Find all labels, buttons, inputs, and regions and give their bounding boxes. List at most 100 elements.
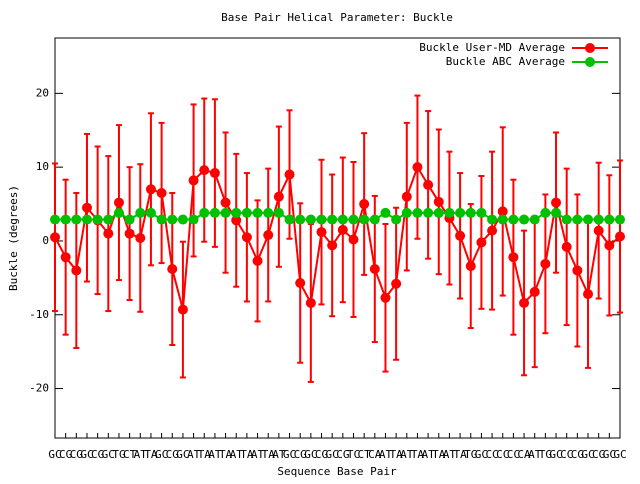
x-tick-label: TC (347, 448, 360, 461)
point (273, 207, 284, 218)
point (199, 207, 210, 218)
point (359, 214, 370, 225)
point (295, 214, 306, 225)
point (305, 297, 316, 308)
x-tick-label: AT (443, 448, 457, 461)
point (391, 278, 402, 289)
point (156, 214, 167, 225)
y-tick-label: 20 (36, 86, 49, 99)
point (604, 240, 615, 251)
point (380, 207, 391, 218)
point (92, 214, 103, 225)
point (177, 214, 188, 225)
chart-title: Base Pair Helical Parameter: Buckle (221, 11, 453, 24)
point (124, 214, 135, 225)
point (572, 265, 583, 276)
point (60, 252, 71, 263)
point (465, 207, 476, 218)
x-tick-label: CG (91, 448, 104, 461)
point (540, 258, 551, 269)
point (508, 214, 519, 225)
x-tick-label: GC (48, 448, 61, 461)
point (81, 202, 92, 213)
point (209, 168, 220, 179)
point (284, 214, 295, 225)
point (103, 228, 114, 239)
point (263, 230, 274, 241)
x-tick-label: TA (240, 448, 254, 461)
point (252, 207, 263, 218)
x-tick-label: TA (432, 448, 446, 461)
x-tick-label: CG (294, 448, 307, 461)
x-axis-label: Sequence Base Pair (277, 465, 397, 478)
point (305, 214, 316, 225)
x-tick-label: AT (208, 448, 222, 461)
point (423, 179, 434, 190)
point (476, 237, 487, 248)
point (135, 207, 146, 218)
x-tick-label: GC (549, 448, 562, 461)
point (220, 207, 231, 218)
point (401, 207, 412, 218)
point (401, 191, 412, 202)
x-tick-label: GC (326, 448, 339, 461)
x-tick-label: CC (560, 448, 573, 461)
point (177, 304, 188, 315)
x-tick-label: TA (198, 448, 212, 461)
point (593, 214, 604, 225)
point (327, 214, 338, 225)
point (508, 252, 519, 263)
point (583, 214, 594, 225)
point (50, 214, 60, 225)
point (412, 162, 423, 173)
x-tick-label: AT (379, 448, 393, 461)
x-tick-label: GC (283, 448, 296, 461)
x-tick-label: GC (613, 448, 626, 461)
x-tick-label: GC (581, 448, 594, 461)
point (369, 263, 380, 274)
point (487, 214, 498, 225)
y-tick-label: 10 (36, 160, 49, 173)
x-tick-label: CT (358, 448, 372, 461)
x-tick-label: GC (176, 448, 189, 461)
point (327, 240, 338, 251)
point (156, 187, 167, 198)
point (316, 227, 327, 238)
point (433, 207, 444, 218)
x-tick-label: AT (421, 448, 435, 461)
x-tick-label: CA (368, 448, 382, 461)
point (444, 207, 455, 218)
point (252, 255, 263, 266)
x-tick-label: TA (390, 448, 404, 461)
point (551, 207, 562, 218)
x-tick-label: GC (80, 448, 93, 461)
point (519, 297, 530, 308)
point (199, 165, 210, 176)
point (497, 206, 508, 217)
point (113, 207, 124, 218)
point (380, 292, 391, 303)
point (615, 214, 625, 225)
y-axis-label: Buckle (degrees) (7, 185, 20, 291)
x-tick-label: GC (155, 448, 168, 461)
point (124, 228, 135, 239)
x-tick-label: TA (411, 448, 425, 461)
point (529, 286, 540, 297)
x-tick-label: TA (262, 448, 276, 461)
point (231, 207, 242, 218)
point (561, 214, 572, 225)
point (369, 214, 380, 225)
point (284, 169, 295, 180)
point (497, 214, 508, 225)
y-tick-label: 0 (42, 234, 49, 247)
point (241, 207, 252, 218)
x-tick-label: CC (485, 448, 498, 461)
x-tick-label: TG (539, 448, 552, 461)
point (455, 207, 466, 218)
x-tick-label: TA (453, 448, 467, 461)
legend-label: Buckle User-MD Average (419, 41, 565, 54)
point (583, 289, 594, 300)
point (476, 207, 487, 218)
x-tick-label: GC (102, 448, 115, 461)
